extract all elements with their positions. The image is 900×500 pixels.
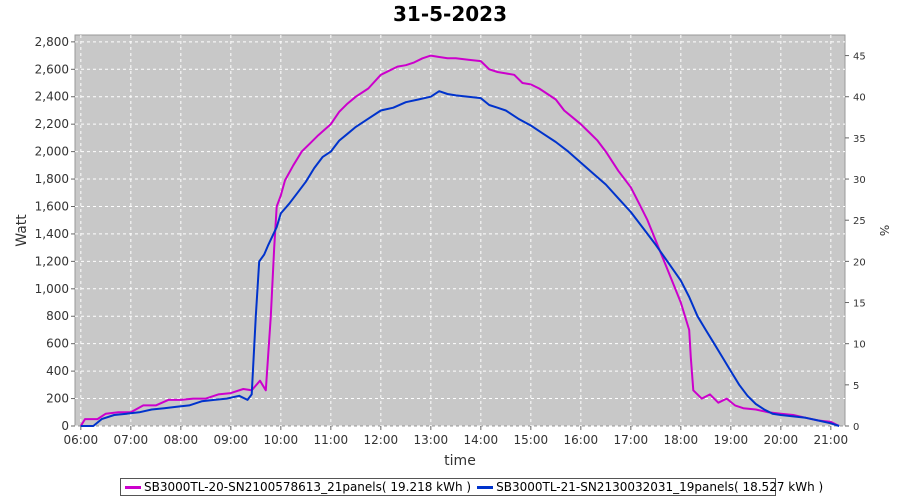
x-tick-label: 07:00 <box>114 433 149 447</box>
y-axis-right: 0 5 10 15 20 25 30 35 40 45 <box>845 52 866 433</box>
y-tick-label: 0 <box>61 419 69 433</box>
y2-tick-label: 25 <box>853 216 866 227</box>
x-tick-label: 16:00 <box>564 433 599 447</box>
y-tick-label: 1,800 <box>35 172 69 186</box>
x-tick-label: 14:00 <box>464 433 499 447</box>
y2-tick-label: 5 <box>853 381 859 392</box>
x-tick-label: 13:00 <box>414 433 449 447</box>
series-line-1 <box>79 54 840 427</box>
y-axis-label: Watt <box>14 214 30 247</box>
x-tick-label: 18:00 <box>664 433 699 447</box>
x-tick-label: 21:00 <box>814 433 849 447</box>
line-chart: 02004006008001,0001,2001,4001,6001,8002,… <box>14 34 891 469</box>
y-tick-label: 600 <box>46 337 69 351</box>
x-tick-label: 12:00 <box>364 433 399 447</box>
x-tick-label: 20:00 <box>764 433 799 447</box>
legend-item-series-1: SB3000TL-20-SN2100578613_21panels( 19.21… <box>125 480 471 494</box>
legend-swatch <box>477 485 494 489</box>
x-tick-label: 10:00 <box>264 433 299 447</box>
y-tick-label: 2,800 <box>35 35 69 49</box>
x-tick-label: 08:00 <box>164 433 199 447</box>
x-axis: 06:00 07:00 08:00 09:00 10:00 11:00 12:00 13:00… <box>64 426 849 447</box>
grid-lines <box>75 35 845 427</box>
legend-item-series-2: SB3000TL-21-SN2130032031_19panels( 18.52… <box>477 480 823 494</box>
y2-tick-label: 40 <box>853 93 866 104</box>
y-tick-label: 1,200 <box>35 254 69 268</box>
y-tick-label: 1,400 <box>35 227 69 241</box>
y-tick-label: 400 <box>46 364 69 378</box>
y2-axis-label: % <box>877 225 891 236</box>
y2-tick-label: 35 <box>853 134 866 145</box>
series-line-2 <box>80 90 840 427</box>
y-tick-label: 1,600 <box>35 199 69 213</box>
y-tick-label: 2,400 <box>35 90 69 104</box>
y-tick-label: 2,200 <box>35 117 69 131</box>
x-tick-label: 06:00 <box>64 433 99 447</box>
series-lines <box>79 54 840 427</box>
legend-swatch <box>125 485 141 489</box>
chart-title: 31-5-2023 <box>392 2 507 26</box>
y-tick-label: 200 <box>46 392 69 406</box>
y2-tick-label: 20 <box>853 257 866 268</box>
y-tick-label: 2,000 <box>35 145 69 159</box>
y2-tick-label: 0 <box>853 422 859 433</box>
x-tick-label: 11:00 <box>314 433 349 447</box>
x-tick-label: 09:00 <box>214 433 249 447</box>
plot-area <box>74 34 846 427</box>
y-tick-label: 2,600 <box>35 62 69 76</box>
x-tick-label: 15:00 <box>514 433 549 447</box>
y-tick-label: 1,000 <box>35 282 69 296</box>
y2-tick-label: 30 <box>853 175 866 186</box>
y2-tick-label: 10 <box>853 340 866 351</box>
y-tick-label: 800 <box>46 309 69 323</box>
legend-label: SB3000TL-20-SN2100578613_21panels( 19.21… <box>144 480 472 494</box>
x-tick-label: 19:00 <box>714 433 749 447</box>
x-axis-label: time <box>444 453 476 469</box>
legend-label: SB3000TL-21-SN2130032031_19panels( 18.52… <box>496 480 824 494</box>
y2-tick-label: 15 <box>853 299 866 310</box>
legend: SB3000TL-20-SN2100578613_21panels( 19.21… <box>120 478 823 496</box>
y2-tick-label: 45 <box>853 52 866 63</box>
y-axis-left: 0 200 400 600 800 1,000 1,200 1,400 1,600 1,800 2,… <box>35 35 75 433</box>
x-tick-label: 17:00 <box>614 433 649 447</box>
